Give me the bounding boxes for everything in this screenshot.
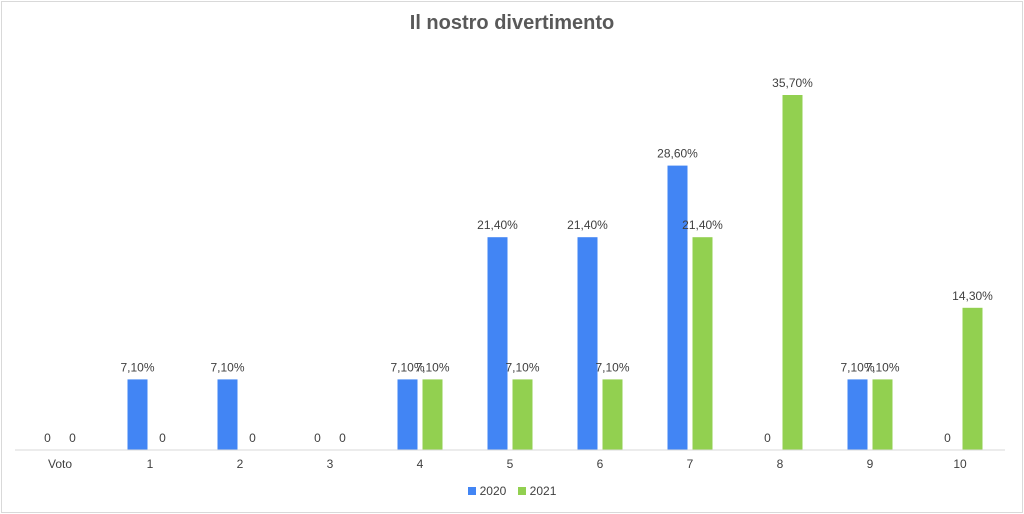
data-label-2021-5: 7,10% [505, 360, 539, 374]
bar-2021-5 [512, 379, 533, 450]
x-tick-label-1: 1 [147, 457, 154, 471]
data-label-2020-6: 21,40% [567, 218, 608, 232]
x-tick-label-9: 9 [867, 457, 874, 471]
data-label-2021-8: 35,70% [772, 76, 813, 90]
bar-2020-5 [487, 237, 508, 450]
data-label-2021-1: 0 [159, 431, 166, 445]
data-label-2020-4: 7,10% [390, 360, 424, 374]
x-tick-label-7: 7 [687, 457, 694, 471]
x-tick-label-Voto: Voto [48, 457, 72, 471]
chart-title: Il nostro divertimento [409, 12, 615, 34]
x-tick-label-2: 2 [237, 457, 244, 471]
legend-item-2020: 2020 [467, 484, 507, 498]
x-tick-labels-group: Voto 1 2 3 4 5 6 7 8 9 10 [48, 457, 967, 471]
x-tick-label-4: 4 [417, 457, 424, 471]
bars-group [127, 95, 983, 450]
data-label-2020-7: 28,60% [657, 147, 698, 161]
data-label-2020-9: 7,10% [840, 360, 874, 374]
data-label-2021-10: 14,30% [952, 289, 993, 303]
bar-2021-9 [872, 379, 893, 450]
data-label-2020-3: 0 [314, 431, 321, 445]
data-label-2021-3: 0 [339, 431, 346, 445]
bar-2020-2 [217, 379, 238, 450]
x-tick-label-5: 5 [507, 457, 514, 471]
bar-2021-6 [602, 379, 623, 450]
x-tick-label-10: 10 [953, 457, 967, 471]
x-tick-label-6: 6 [597, 457, 604, 471]
data-label-2020-1: 7,10% [120, 360, 154, 374]
bar-2020-7 [667, 165, 688, 450]
bar-2021-10 [962, 307, 983, 450]
data-label-2021-2: 0 [249, 431, 256, 445]
bar-2020-1 [127, 379, 148, 450]
legend-swatch-2021 [517, 487, 526, 495]
legend-label-2020: 2020 [479, 484, 507, 498]
legend: 2020 2021 [0, 484, 1024, 498]
data-label-2021-9: 7,10% [865, 360, 899, 374]
bar-2021-7 [692, 237, 713, 450]
bar-2021-8 [782, 95, 803, 450]
data-label-2021-Voto: 0 [69, 431, 76, 445]
x-tick-label-3: 3 [327, 457, 334, 471]
bar-2020-9 [847, 379, 868, 450]
data-label-2021-4: 7,10% [415, 360, 449, 374]
data-label-2020-Voto: 0 [44, 431, 51, 445]
bar-2021-4 [422, 379, 443, 450]
data-label-2021-7: 21,40% [682, 218, 723, 232]
data-label-2020-5: 21,40% [477, 218, 518, 232]
data-label-2020-2: 7,10% [210, 360, 244, 374]
x-tick-label-8: 8 [777, 457, 784, 471]
legend-swatch-2020 [467, 487, 476, 495]
data-label-2021-6: 7,10% [595, 360, 629, 374]
data-label-2020-10: 0 [944, 431, 951, 445]
legend-label-2021: 2021 [529, 484, 557, 498]
bar-2020-6 [577, 237, 598, 450]
data-label-2020-8: 0 [764, 431, 771, 445]
legend-item-2021: 2021 [517, 484, 557, 498]
bar-2020-4 [397, 379, 418, 450]
data-labels-group: 0 07,10%07,10%0 0 07,10%7,10%21,40%7,10%21,… [44, 76, 993, 445]
